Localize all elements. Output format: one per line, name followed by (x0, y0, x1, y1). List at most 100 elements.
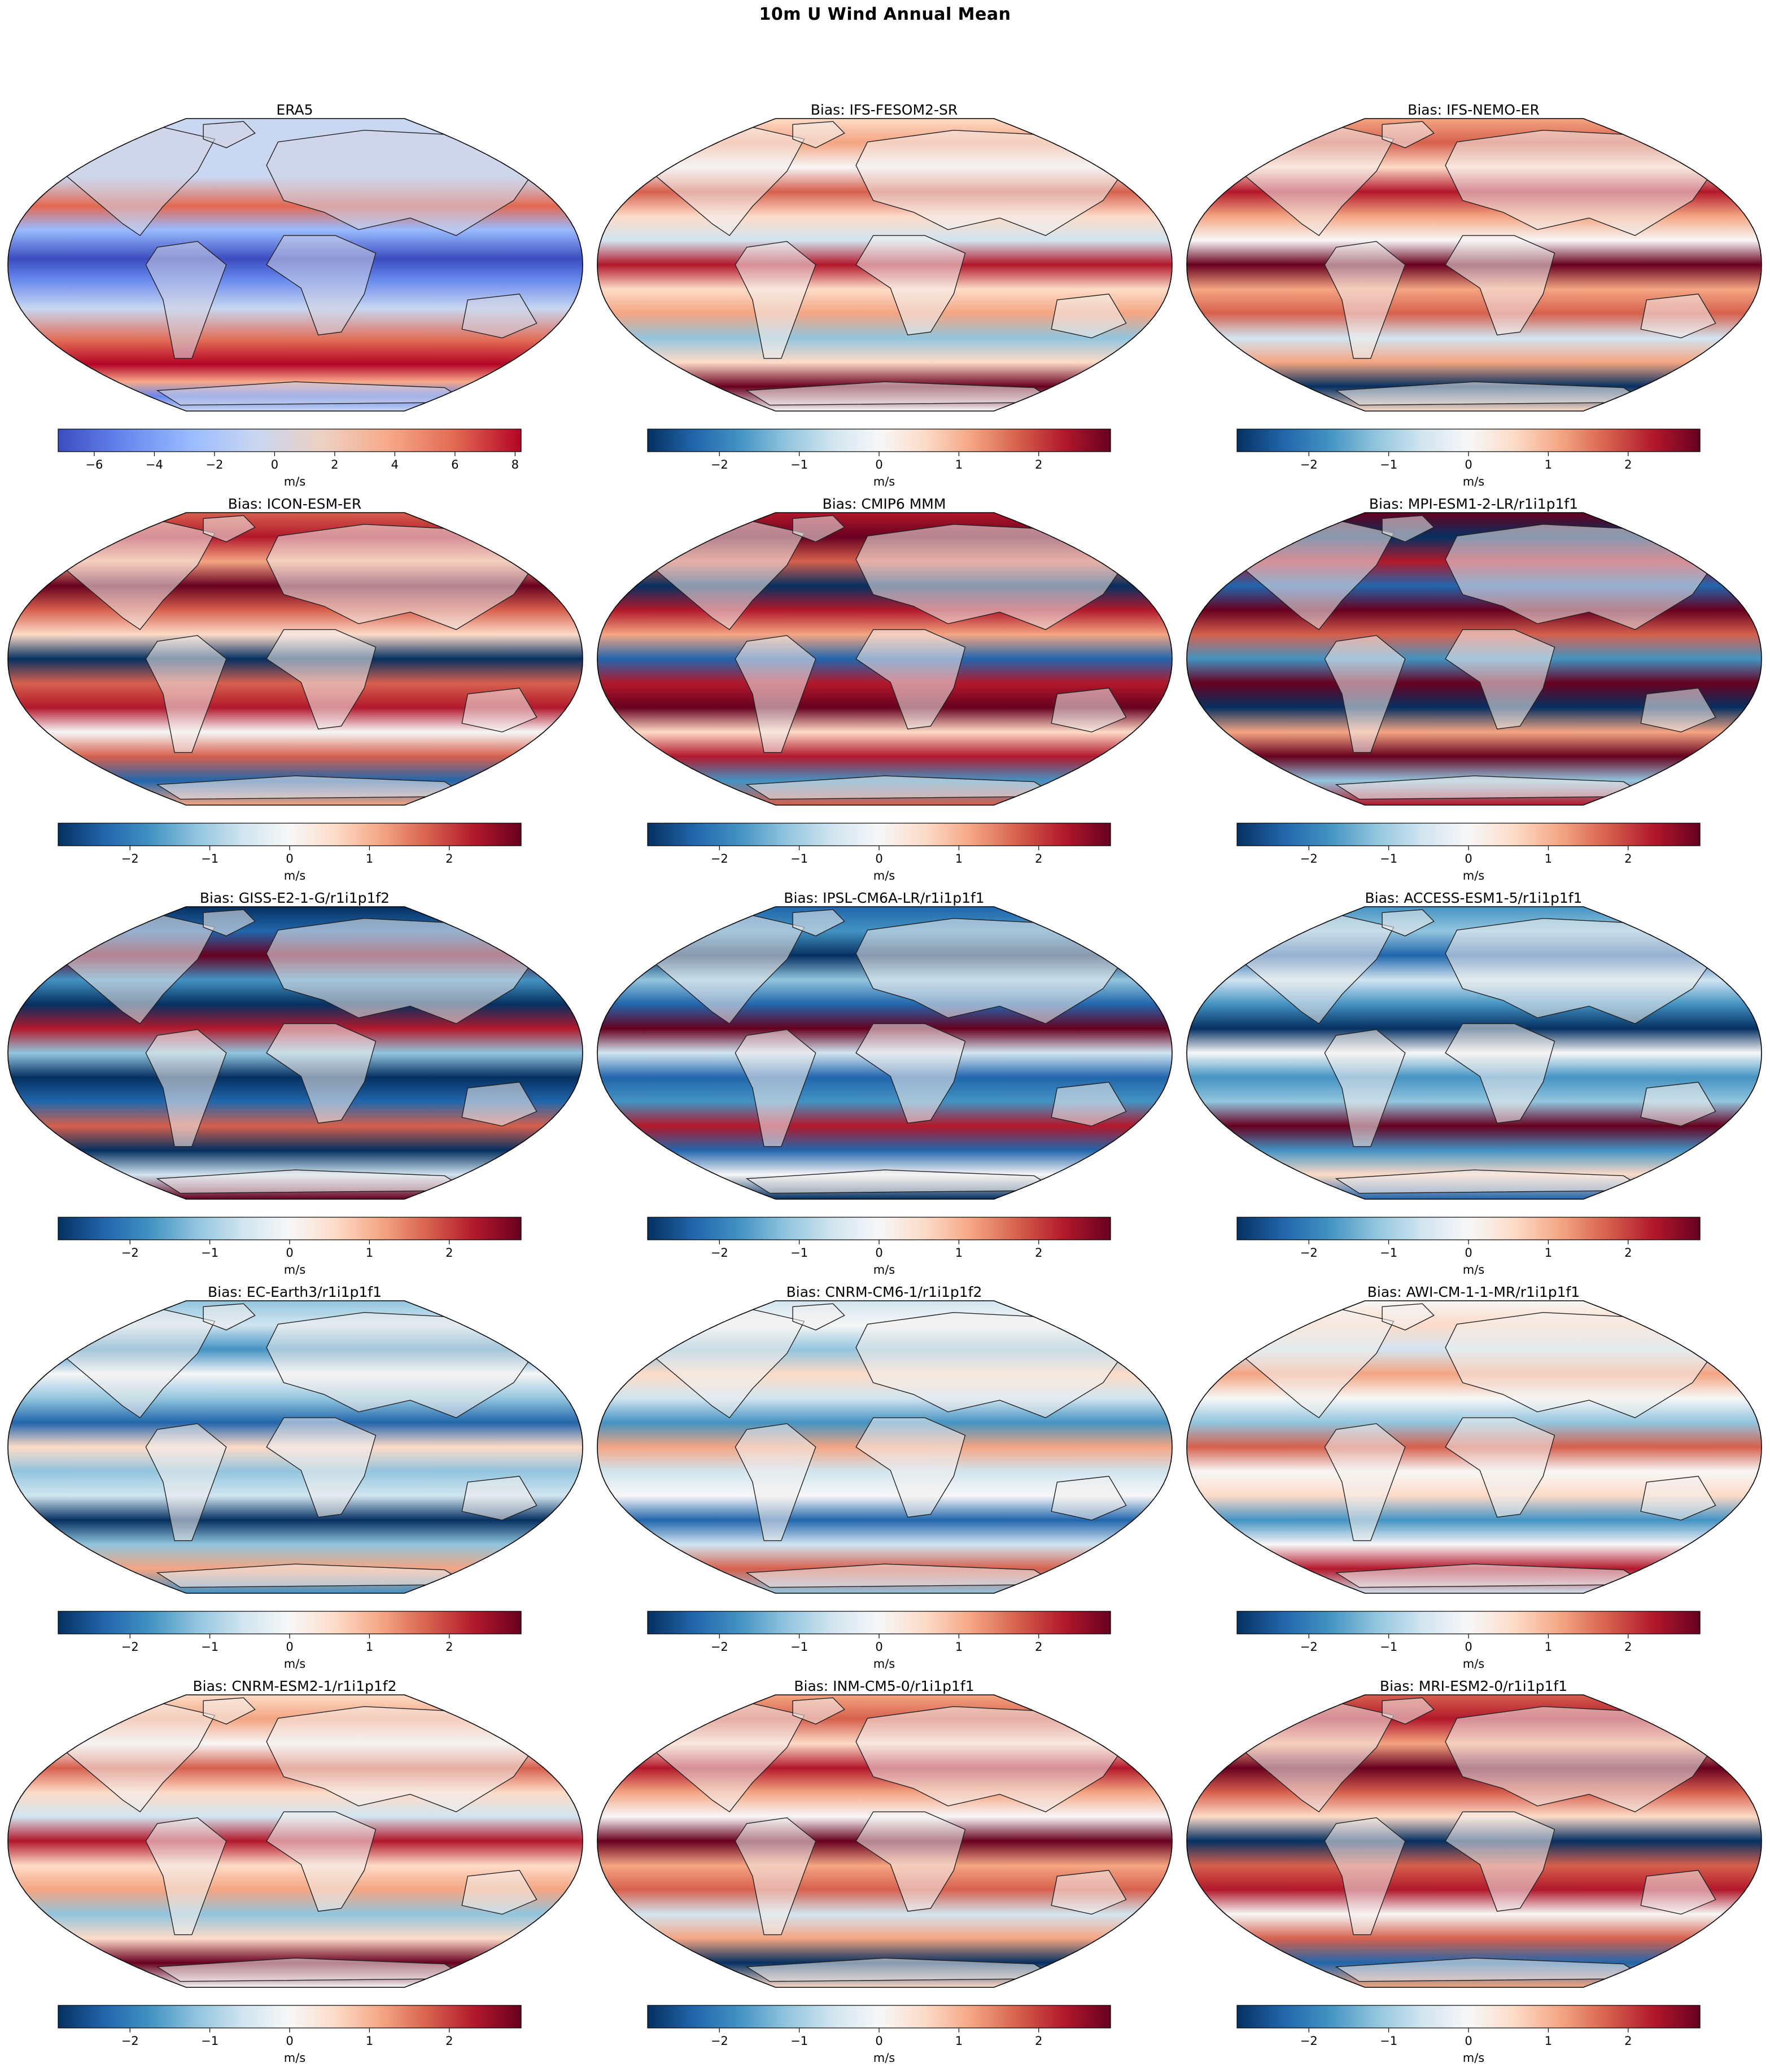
colorbar-tick-label: −2 (121, 1246, 139, 1260)
map-border (7, 512, 583, 806)
panel-title: Bias: CNRM-CM6-1/r1i1p1f2 (786, 1284, 982, 1300)
colorbar-tick-label: −1 (201, 1246, 218, 1260)
map-border (597, 906, 1173, 1200)
coastline (792, 909, 845, 937)
coastline (735, 1817, 816, 1935)
map-border (7, 906, 583, 1200)
map-panel: Bias: IFS-NEMO-ER −2 −1 0 1 2 m/s (1179, 102, 1768, 496)
colorbar-tick-label: −2 (1300, 2034, 1318, 2048)
colorbar-tick-label: 1 (366, 2034, 373, 2048)
panel-title: Bias: MRI-ESM2-0/r1i1p1f1 (1379, 1678, 1568, 1694)
colorbar-tick-label: −1 (1380, 1640, 1397, 1654)
map-border (7, 1300, 583, 1594)
colorbar-tick-label: −2 (711, 458, 728, 471)
map-panel: Bias: IFS-FESOM2-SR −2 −1 0 1 2 m/s (589, 102, 1179, 496)
colorbar-tick-label: 2 (1035, 458, 1042, 471)
map-panel: Bias: CNRM-ESM2-1/r1i1p1f2 −2 −1 0 1 2 m/s (0, 1678, 589, 2072)
colorbar-tick-label: −2 (1300, 852, 1318, 865)
coastline (145, 1423, 227, 1541)
colorbar-tick-label: 1 (1545, 852, 1552, 865)
colorbar-units: m/s (283, 475, 306, 488)
colorbar (1236, 429, 1701, 452)
colorbar-tick-label: 1 (1545, 458, 1552, 471)
coastline (461, 1082, 537, 1127)
panel-title: Bias: CNRM-ESM2-1/r1i1p1f2 (193, 1678, 397, 1694)
panel-title: Bias: GISS-E2-1-G/r1i1p1f2 (199, 890, 390, 906)
colorbar-tick-label: 6 (451, 458, 458, 471)
colorbar-tick-label: −2 (206, 458, 223, 471)
colorbar-tick-label: 8 (512, 458, 519, 471)
coastline (1324, 1029, 1406, 1147)
colorbar-tick-label: −1 (790, 1640, 808, 1654)
coastline (792, 1303, 845, 1331)
panel-title: Bias: EC-Earth3/r1i1p1f1 (208, 1284, 382, 1300)
coastline (1445, 1811, 1555, 1912)
colorbar-tick-label: 2 (1035, 1640, 1042, 1654)
colorbar-tick-label: −2 (711, 852, 728, 865)
colorbar-tick-label: −1 (1380, 1246, 1397, 1260)
coastline (1445, 629, 1555, 730)
coastline (203, 121, 256, 148)
map-panel: Bias: CMIP6 MMM −2 −1 0 1 2 m/s (589, 496, 1179, 890)
coastline (1051, 1082, 1127, 1127)
colorbar (58, 823, 522, 846)
map-border (597, 1694, 1173, 1988)
panel-title: Bias: ICON-ESM-ER (228, 496, 362, 512)
colorbar-tick-label: −4 (146, 458, 163, 471)
coastline (792, 1697, 845, 1725)
colorbar (1236, 1217, 1701, 1240)
map-panel: Bias: EC-Earth3/r1i1p1f1 −2 −1 0 1 2 m/s (0, 1284, 589, 1678)
coastline (735, 1423, 816, 1541)
coastline (203, 515, 256, 543)
map-border (7, 118, 583, 412)
coastline (792, 515, 845, 543)
coastline (461, 688, 537, 733)
colorbar-tick-label: 2 (445, 1246, 453, 1260)
colorbar-tick-label: −1 (201, 2034, 218, 2048)
map-canvas: −2 −1 0 1 2 (7, 1694, 583, 2048)
colorbar-tick-label: 2 (1035, 2034, 1042, 2048)
colorbar-tick-label: 2 (445, 2034, 453, 2048)
panel-title: Bias: ACCESS-ESM1-5/r1i1p1f1 (1365, 890, 1583, 906)
colorbar (1236, 2005, 1701, 2029)
colorbar-tick-label: −1 (1380, 458, 1397, 471)
colorbar (58, 1217, 522, 1240)
coastline (855, 1023, 966, 1124)
colorbar-tick-label: −1 (1380, 2034, 1397, 2048)
colorbar-tick-label: 1 (955, 852, 963, 865)
coastline (145, 635, 227, 753)
coastline (1445, 235, 1555, 336)
colorbar-tick-label: 0 (1465, 1246, 1472, 1260)
colorbar-tick-label: 2 (1624, 852, 1632, 865)
map-canvas: −2 −1 0 1 2 (7, 906, 583, 1260)
colorbar-tick-label: −1 (790, 2034, 808, 2048)
coastline (266, 629, 377, 730)
panel-title: Bias: CMIP6 MMM (822, 496, 946, 512)
colorbar-tick-label: −2 (1300, 1640, 1318, 1654)
colorbar-tick-label: −2 (121, 1640, 139, 1654)
panel-title: Bias: IFS-NEMO-ER (1408, 102, 1540, 118)
colorbar-tick-label: 1 (366, 1640, 373, 1654)
coastline (1445, 1417, 1555, 1518)
colorbar-tick-label: 0 (286, 1246, 293, 1260)
map-canvas: −2 −1 0 1 2 (597, 1694, 1173, 2048)
colorbar-tick-label: 1 (955, 1640, 963, 1654)
map-canvas: −2 −1 0 1 2 (597, 906, 1173, 1260)
colorbar-units: m/s (283, 1657, 306, 1671)
coastline (266, 1417, 377, 1518)
map-canvas: −2 −1 0 1 2 (1186, 1300, 1762, 1654)
map-panel: Bias: INM-CM5-0/r1i1p1f1 −2 −1 0 1 2 m/s (589, 1678, 1179, 2072)
coastline (1382, 1303, 1435, 1331)
coastline (461, 1476, 537, 1521)
colorbar-tick-label: 0 (875, 1640, 882, 1654)
map-panel: Bias: MPI-ESM1-2-LR/r1i1p1f1 −2 −1 0 1 2 m/s (1179, 496, 1768, 890)
map-panel: Bias: MRI-ESM2-0/r1i1p1f1 −2 −1 0 1 2 m/s (1179, 1678, 1768, 2072)
coastline (1640, 294, 1716, 339)
coastline (855, 1811, 966, 1912)
colorbar (1236, 823, 1701, 846)
colorbar-tick-label: 2 (1624, 1246, 1632, 1260)
colorbar-tick-label: 0 (875, 852, 882, 865)
coastline (145, 1817, 227, 1935)
map-panel: Bias: CNRM-CM6-1/r1i1p1f2 −2 −1 0 1 2 m/s (589, 1284, 1179, 1678)
map-border (7, 1694, 583, 1988)
